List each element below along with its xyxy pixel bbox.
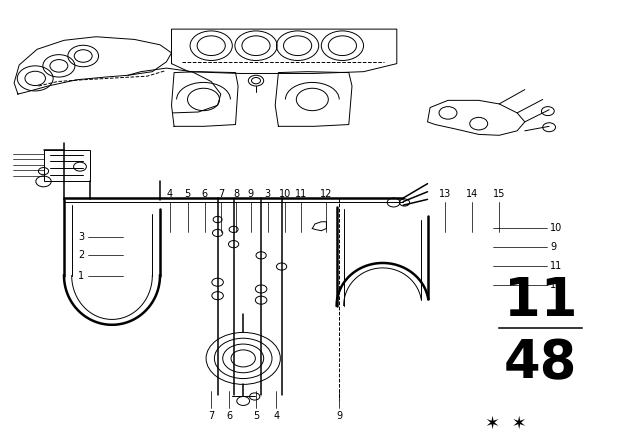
Polygon shape xyxy=(428,100,525,135)
Text: 11: 11 xyxy=(294,190,307,199)
Text: 6: 6 xyxy=(202,190,208,199)
Circle shape xyxy=(212,229,223,237)
Text: 11: 11 xyxy=(504,275,577,327)
Circle shape xyxy=(276,263,287,270)
Text: 4: 4 xyxy=(273,411,280,421)
Text: 15: 15 xyxy=(493,190,506,199)
Text: 13: 13 xyxy=(438,190,451,199)
Text: 3: 3 xyxy=(78,232,84,241)
Text: 2: 2 xyxy=(78,250,84,260)
Text: 11: 11 xyxy=(550,261,563,271)
Circle shape xyxy=(212,278,223,286)
Text: 48: 48 xyxy=(504,338,577,390)
Text: 3: 3 xyxy=(264,190,271,199)
Text: 9: 9 xyxy=(336,411,342,421)
Text: 7: 7 xyxy=(218,190,225,199)
Text: 12: 12 xyxy=(320,190,333,199)
Text: 8: 8 xyxy=(233,190,239,199)
Circle shape xyxy=(213,216,222,223)
Text: 9: 9 xyxy=(550,242,557,252)
Circle shape xyxy=(255,285,267,293)
Text: 6: 6 xyxy=(226,411,232,421)
Circle shape xyxy=(255,296,267,304)
Circle shape xyxy=(256,252,266,259)
Text: 16: 16 xyxy=(550,280,563,290)
Text: 10: 10 xyxy=(278,190,291,199)
Text: 5: 5 xyxy=(184,190,191,199)
Circle shape xyxy=(212,292,223,300)
Circle shape xyxy=(228,241,239,248)
Text: 14: 14 xyxy=(466,190,479,199)
Text: 7: 7 xyxy=(208,411,214,421)
Text: 5: 5 xyxy=(253,411,259,421)
Text: 4: 4 xyxy=(166,190,173,199)
Text: 9: 9 xyxy=(248,190,254,199)
Text: 1: 1 xyxy=(78,271,84,280)
Circle shape xyxy=(229,226,238,233)
Text: 10: 10 xyxy=(550,224,563,233)
Text: ✶  ✶: ✶ ✶ xyxy=(484,414,527,432)
